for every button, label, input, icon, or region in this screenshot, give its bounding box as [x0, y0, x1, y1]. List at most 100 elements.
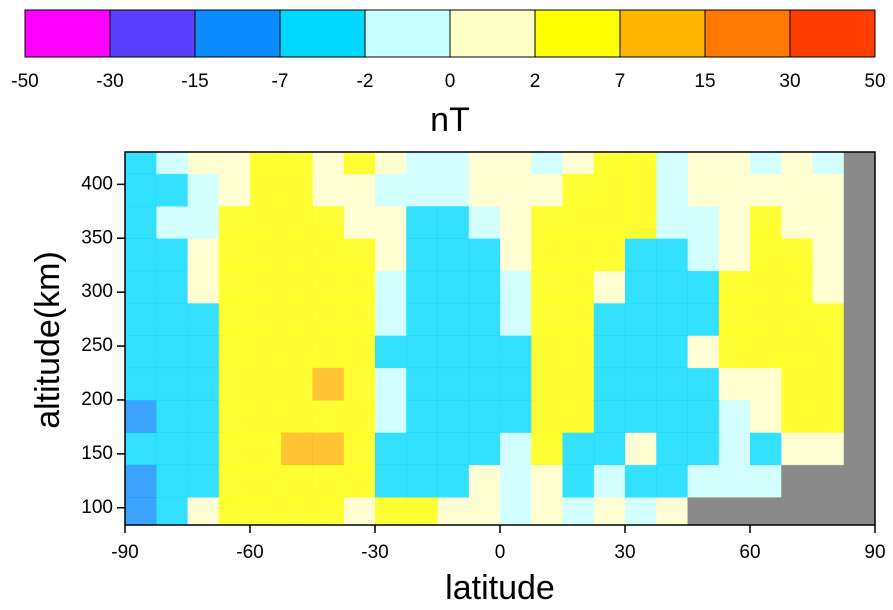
- heatmap-cell: [812, 205, 845, 239]
- heatmap-cell: [375, 432, 407, 466]
- heatmap-cell: [281, 335, 313, 369]
- heatmap-cell: [468, 496, 501, 526]
- colorbar-tick-label: -50: [11, 71, 38, 92]
- heatmap-cell: [625, 173, 657, 207]
- heatmap-cell: [281, 464, 313, 498]
- heatmap-cell: [218, 496, 251, 526]
- heatmap-cell: [781, 464, 813, 498]
- heatmap-cell: [656, 205, 688, 239]
- heatmap-cell: [687, 367, 720, 401]
- heatmap-cell: [281, 399, 313, 433]
- heatmap-cell: [156, 152, 188, 175]
- colorbar-swatch: [789, 9, 876, 58]
- heatmap-cell: [375, 173, 407, 207]
- heatmap-cell: [718, 496, 751, 526]
- heatmap-cell: [437, 302, 470, 336]
- heatmap-cell: [656, 432, 688, 466]
- heatmap-cell: [656, 173, 688, 207]
- heatmap-cell: [531, 238, 563, 272]
- heatmap-cell: [187, 173, 220, 207]
- colorbar-swatch: [704, 9, 791, 58]
- heatmap-cell: [156, 173, 188, 207]
- heatmap-cell: [468, 367, 501, 401]
- x-axis-label: latitude: [445, 569, 555, 607]
- heatmap-cell: [187, 335, 220, 369]
- heatmap-cell: [562, 270, 595, 304]
- heatmap-cell: [843, 238, 876, 272]
- heatmap-cell: [406, 238, 438, 272]
- heatmap-cell: [781, 302, 813, 336]
- heatmap-cell: [125, 205, 157, 239]
- heatmap-cell: [656, 270, 688, 304]
- heatmap-cell: [656, 152, 688, 175]
- x-tick-label: 90: [864, 542, 885, 563]
- heatmap-cell: [500, 205, 532, 239]
- heatmap-cell: [156, 205, 188, 239]
- heatmap-cell: [718, 173, 751, 207]
- heatmap-cell: [281, 432, 313, 466]
- heatmap-cell: [500, 302, 532, 336]
- heatmap-cell: [375, 152, 407, 175]
- y-axis-label: altitude(km): [29, 251, 67, 429]
- heatmap-cell: [281, 205, 313, 239]
- colorbar-tick-label: -30: [96, 71, 123, 92]
- x-tick-label: -60: [236, 542, 263, 563]
- heatmap-cell: [312, 399, 345, 433]
- heatmap-cell: [406, 205, 438, 239]
- heatmap-cell: [656, 238, 688, 272]
- heatmap-cell: [718, 399, 751, 433]
- heatmap-cell: [843, 367, 876, 401]
- colorbar-tick-label: 2: [530, 71, 541, 92]
- heatmap-cell: [468, 302, 501, 336]
- colorbar-swatch: [109, 9, 196, 58]
- y-tick-label: 300: [81, 281, 113, 302]
- heatmap-cell: [125, 302, 157, 336]
- heatmap-cell: [750, 432, 782, 466]
- heatmap-cell: [218, 238, 251, 272]
- heatmap-cell: [750, 152, 782, 175]
- heatmap-cell: [125, 335, 157, 369]
- heatmap-cell: [281, 173, 313, 207]
- heatmap-cell: [656, 367, 688, 401]
- y-tick-label: 250: [81, 335, 113, 356]
- heatmap-cell: [125, 238, 157, 272]
- heatmap-cell: [468, 399, 501, 433]
- heatmap-cell: [843, 302, 876, 336]
- heatmap-cell: [593, 152, 626, 175]
- heatmap-cell: [437, 496, 470, 526]
- heatmap-cell: [750, 399, 782, 433]
- heatmap-cell: [187, 496, 220, 526]
- heatmap-cell: [625, 238, 657, 272]
- heatmap-cell: [218, 335, 251, 369]
- heatmap-cell: [750, 238, 782, 272]
- colorbar-swatch: [364, 9, 451, 58]
- heatmap-cell: [656, 302, 688, 336]
- heatmap-cell: [468, 464, 501, 498]
- heatmap-cell: [812, 152, 845, 175]
- heatmap-cell: [593, 173, 626, 207]
- heatmap-cell: [843, 432, 876, 466]
- x-tick-label: 60: [739, 542, 760, 563]
- heatmap-cell: [218, 367, 251, 401]
- heatmap-cell: [187, 205, 220, 239]
- heatmap-cell: [718, 238, 751, 272]
- heatmap-cell: [156, 496, 188, 526]
- heatmap-cell: [437, 335, 470, 369]
- x-tick-label: -30: [361, 542, 388, 563]
- heatmap-cell: [812, 173, 845, 207]
- heatmap-cell: [437, 464, 470, 498]
- colorbar-swatch: [24, 9, 111, 58]
- heatmap-cell: [656, 399, 688, 433]
- y-tick-label: 200: [81, 389, 113, 410]
- heatmap-cell: [687, 302, 720, 336]
- heatmap-cell: [312, 173, 345, 207]
- heatmap-cell: [687, 173, 720, 207]
- heatmap-cell: [562, 152, 595, 175]
- heatmap-cell: [750, 173, 782, 207]
- heatmap-cell: [843, 152, 876, 175]
- heatmap-cell: [250, 152, 282, 175]
- heatmap-cell: [718, 205, 751, 239]
- heatmap-cell: [843, 335, 876, 369]
- heatmap-cell: [281, 302, 313, 336]
